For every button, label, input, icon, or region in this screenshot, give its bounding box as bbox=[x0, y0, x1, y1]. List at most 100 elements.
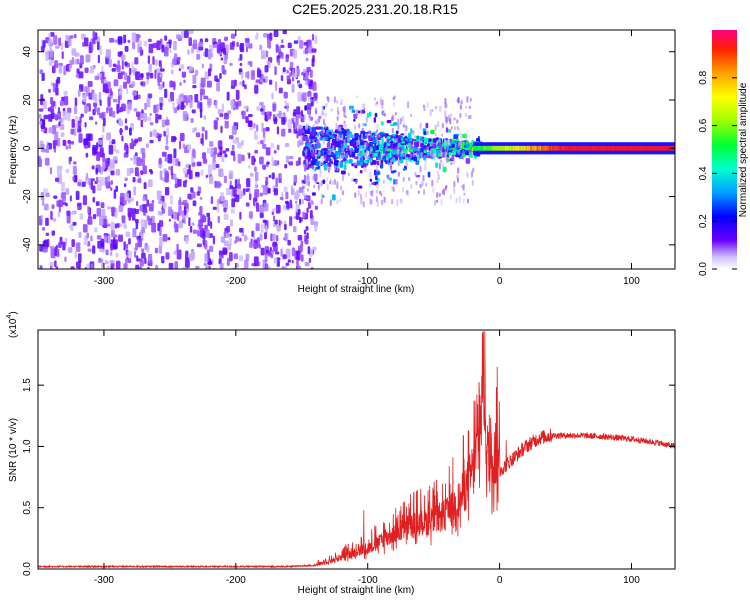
spectrogram-cell bbox=[375, 164, 378, 172]
spectrogram-cell bbox=[39, 244, 44, 252]
spectrogram-cell bbox=[566, 145, 569, 151]
spectrogram-frame bbox=[37, 29, 676, 270]
spectrogram-cell bbox=[563, 145, 566, 151]
spectrogram-cell bbox=[127, 39, 131, 43]
spectrogram-cell bbox=[142, 165, 147, 175]
spectrogram-cell bbox=[191, 47, 194, 54]
spectrogram-cell bbox=[206, 264, 209, 269]
spectrogram-cell bbox=[222, 247, 228, 255]
spectrogram-cell bbox=[158, 200, 163, 204]
spectrogram-cell bbox=[189, 225, 193, 233]
spectrogram-cell bbox=[462, 184, 465, 191]
spectrogram-cell bbox=[117, 36, 123, 45]
spectrogram-cell bbox=[617, 145, 620, 151]
spectrogram-cell bbox=[207, 216, 211, 227]
spectrogram-cell bbox=[207, 68, 212, 77]
spectrogram-cell bbox=[348, 159, 353, 164]
spectrogram-cell bbox=[479, 145, 482, 151]
spectrogram-cell bbox=[379, 162, 384, 169]
spectrogram-cell bbox=[457, 133, 460, 136]
spectrogram-cell bbox=[265, 127, 270, 132]
spectrogram-cell bbox=[336, 166, 339, 172]
spectrogram-cell bbox=[239, 62, 243, 67]
spectrogram-cell bbox=[363, 152, 366, 158]
spectrogram-cell bbox=[63, 96, 69, 106]
spectrogram-cell bbox=[436, 192, 439, 199]
spectrogram-cell bbox=[200, 169, 204, 176]
spectrogram-cell bbox=[62, 241, 66, 251]
spectrogram-cell bbox=[42, 227, 46, 231]
spectrogram-cell bbox=[40, 192, 45, 201]
spectrogram-cell bbox=[177, 56, 181, 62]
spectrogram-cell bbox=[376, 123, 379, 129]
spectrogram-cell bbox=[369, 146, 372, 153]
spectrogram-cell bbox=[379, 100, 382, 105]
spectrogram-cell bbox=[196, 191, 201, 196]
spectrogram-cell bbox=[396, 137, 399, 143]
spectrogram-cell bbox=[259, 108, 264, 112]
spectrogram-cell bbox=[259, 192, 264, 197]
spectrogram-cell bbox=[78, 71, 84, 79]
spectrogram-cell bbox=[52, 139, 58, 146]
spectrogram-cell bbox=[192, 74, 197, 84]
spectrogram-cell bbox=[110, 241, 114, 251]
spectrogram-cell bbox=[167, 206, 172, 217]
spectrogram-cell bbox=[305, 123, 308, 131]
spectrogram-cell bbox=[50, 48, 53, 58]
spectrogram-cell bbox=[460, 185, 463, 189]
spectrogram-cell bbox=[197, 100, 200, 109]
spectrogram-cell bbox=[273, 118, 278, 122]
spectrogram-x-ticks: -300 -200 -100 0 100 bbox=[94, 30, 640, 287]
spectrogram-cell bbox=[358, 155, 361, 161]
spectrogram-cell bbox=[314, 154, 317, 160]
spectrogram-cell bbox=[520, 145, 523, 151]
spectrogram-cell bbox=[310, 160, 315, 166]
spectrogram-cell bbox=[612, 145, 615, 151]
spectrogram-cell bbox=[448, 152, 452, 156]
spectrogram-cell bbox=[344, 147, 347, 150]
spectrogram-cell bbox=[553, 145, 557, 151]
spectrogram-cell bbox=[140, 81, 143, 86]
spectrogram-cell bbox=[310, 98, 313, 102]
spectrogram-cell bbox=[215, 101, 218, 109]
spectrogram-cell bbox=[313, 144, 316, 149]
spectrogram-cell bbox=[568, 145, 571, 151]
spectrogram-cell bbox=[270, 250, 274, 255]
spectrogram-cell bbox=[95, 121, 98, 125]
spectrogram-cell bbox=[151, 200, 155, 204]
spectrogram-cell bbox=[141, 248, 145, 254]
spectrogram-cell bbox=[87, 141, 91, 148]
spectrogram-cell bbox=[154, 247, 159, 254]
spectrogram-x-tick-label: -100 bbox=[358, 276, 378, 287]
spectrogram-cell bbox=[85, 54, 91, 63]
spectrogram-cell bbox=[191, 161, 196, 167]
spectrogram-cell bbox=[131, 81, 136, 87]
spectrogram-cell bbox=[216, 117, 220, 121]
spectrogram-cell bbox=[422, 177, 425, 182]
spectrogram-cell bbox=[471, 179, 474, 186]
spectrogram-cell bbox=[464, 113, 467, 117]
spectrogram-cell bbox=[46, 144, 50, 154]
spectrogram-cell bbox=[293, 174, 298, 184]
spectrogram-cell bbox=[451, 154, 454, 160]
spectrogram-cell bbox=[659, 145, 663, 151]
spectrogram-cell bbox=[239, 42, 245, 53]
spectrogram-cell bbox=[539, 145, 542, 151]
spectrogram-cell bbox=[225, 233, 230, 239]
spectrogram-cell bbox=[188, 37, 192, 47]
spectrogram-cell bbox=[211, 52, 214, 58]
spectrogram-cell bbox=[93, 102, 97, 113]
spectrogram-cell bbox=[391, 143, 394, 149]
spectrogram-cell bbox=[62, 201, 67, 206]
spectrogram-cell bbox=[298, 124, 303, 130]
spectrogram-cell bbox=[192, 200, 197, 207]
snr-y-tick-label: 1.0 bbox=[22, 439, 33, 453]
spectrogram-cell bbox=[192, 191, 196, 199]
spectrogram-cell bbox=[354, 137, 359, 141]
spectrogram-cell bbox=[311, 175, 314, 180]
spectrogram-cell bbox=[444, 97, 447, 105]
spectrogram-cell bbox=[440, 133, 443, 137]
spectrogram-cell bbox=[434, 200, 437, 206]
spectrogram-cell bbox=[311, 151, 316, 157]
spectrogram-cell bbox=[134, 250, 137, 258]
